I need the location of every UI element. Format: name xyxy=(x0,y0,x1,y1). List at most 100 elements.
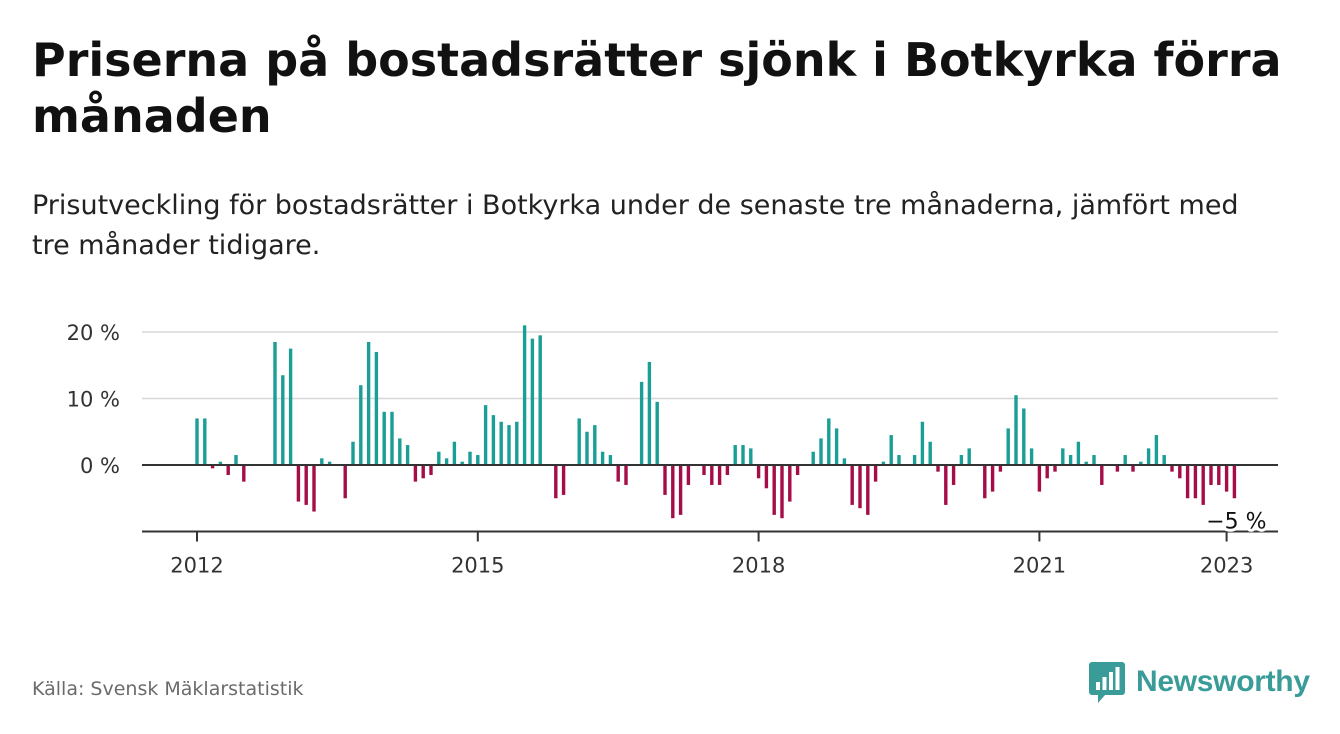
bars xyxy=(195,325,1237,519)
bar xyxy=(234,455,238,465)
bar xyxy=(756,465,761,479)
brand-logo: Newsworthy xyxy=(1088,660,1310,704)
axes xyxy=(142,464,1278,542)
bar xyxy=(858,465,862,509)
bar xyxy=(639,381,644,465)
bar xyxy=(624,465,628,485)
bar xyxy=(1022,408,1026,465)
bar xyxy=(1209,465,1213,485)
bar xyxy=(772,465,776,515)
chart-subtitle: Prisutveckling för bostadsrätter i Botky… xyxy=(32,190,1239,261)
bar xyxy=(819,438,823,465)
bar xyxy=(554,465,558,499)
bar xyxy=(780,465,784,519)
bar xyxy=(1224,465,1229,492)
bar xyxy=(1045,465,1049,479)
bar xyxy=(530,338,535,465)
bar xyxy=(608,455,613,465)
bar xyxy=(983,465,987,499)
bar xyxy=(1154,435,1159,465)
bar xyxy=(655,401,659,465)
bar xyxy=(764,465,769,489)
bar xyxy=(686,465,691,485)
last-value-label: −5 % xyxy=(1206,510,1266,535)
bar xyxy=(951,465,956,485)
bar xyxy=(1139,461,1143,465)
bar xyxy=(1217,465,1221,485)
bar xyxy=(561,465,566,495)
bar xyxy=(1162,455,1166,465)
bar xyxy=(452,441,457,465)
bar xyxy=(1084,461,1088,465)
bar xyxy=(1123,455,1127,465)
x-tick-label: 2023 xyxy=(1200,554,1253,578)
bar xyxy=(990,465,995,492)
bar xyxy=(382,411,386,465)
bar xyxy=(1053,465,1057,472)
bar xyxy=(1068,455,1073,465)
labels: 0 %10 %20 %2012 2015 2018 2021 2023−5 %−5 % xyxy=(67,321,1270,578)
bar xyxy=(429,465,433,475)
bar xyxy=(998,465,1003,472)
bar xyxy=(288,348,293,465)
bar xyxy=(273,341,277,465)
bar xyxy=(585,431,589,465)
bar xyxy=(1185,465,1190,499)
bar xyxy=(1201,465,1205,505)
bar xyxy=(515,421,519,465)
bar xyxy=(912,455,917,465)
bar xyxy=(242,465,246,482)
bar xyxy=(928,441,932,465)
bar xyxy=(374,351,379,465)
bar xyxy=(1092,455,1096,465)
bar xyxy=(1006,428,1010,465)
bar xyxy=(483,405,488,465)
bar xyxy=(359,385,363,465)
bar xyxy=(1232,465,1237,499)
bar xyxy=(897,455,901,465)
last-value-label: −5 % xyxy=(1206,510,1266,535)
gridlines xyxy=(142,331,1278,400)
bar xyxy=(421,465,425,479)
bar xyxy=(538,335,542,465)
x-tick-label: 2012 xyxy=(170,554,223,578)
bar xyxy=(1146,448,1151,465)
bar xyxy=(717,465,722,485)
bar xyxy=(678,465,683,515)
bar xyxy=(507,425,511,465)
bar xyxy=(444,458,449,465)
bar xyxy=(203,418,207,465)
bar xyxy=(1076,441,1081,465)
bar xyxy=(842,458,847,465)
bar xyxy=(351,441,355,465)
bar xyxy=(873,465,878,482)
bar xyxy=(296,465,301,502)
bar xyxy=(491,415,496,465)
bar xyxy=(577,418,581,465)
bar xyxy=(405,445,410,465)
y-tick-label: 10 % xyxy=(67,388,120,412)
bar xyxy=(1014,395,1018,465)
bar xyxy=(920,421,925,465)
bar xyxy=(600,451,605,465)
bar xyxy=(226,465,230,475)
bar xyxy=(1131,465,1135,472)
bar xyxy=(327,461,332,465)
bar xyxy=(733,445,737,465)
bar xyxy=(889,435,893,465)
bar xyxy=(593,425,597,465)
bar xyxy=(936,465,940,472)
bar xyxy=(460,461,464,465)
bar xyxy=(1037,465,1042,492)
bar xyxy=(850,465,854,505)
bar xyxy=(437,451,441,465)
bar xyxy=(304,465,308,505)
bar xyxy=(413,465,418,482)
bar-chart: 0 %10 %20 %2012 2015 2018 2021 2023−5 %−5 % xyxy=(67,321,1278,578)
bar xyxy=(1061,448,1065,465)
bar xyxy=(1100,465,1104,485)
bar xyxy=(343,465,347,499)
bar xyxy=(476,455,480,465)
bar xyxy=(195,418,199,465)
bar xyxy=(710,465,714,485)
